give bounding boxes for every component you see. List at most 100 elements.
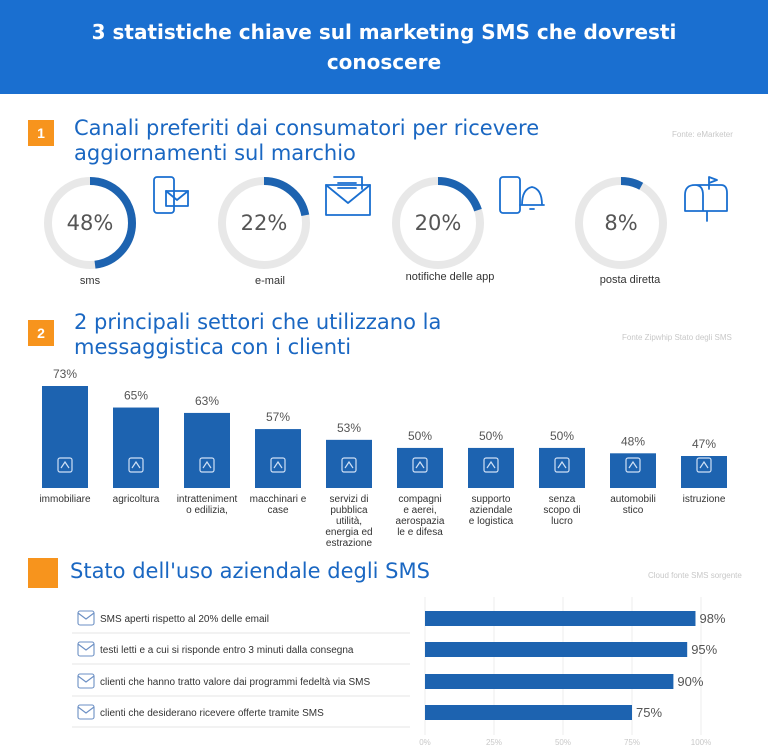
bar-category-label: pubblica — [330, 505, 368, 516]
donut-label: sms — [79, 275, 101, 287]
truck-icon — [483, 457, 499, 473]
bar-category-label: scopo di — [543, 505, 580, 516]
page-header: 3 statistiche chiave sul marketing SMS c… — [0, 0, 768, 94]
x-tick-label: 0% — [419, 738, 431, 747]
phone-bell-icon — [498, 175, 548, 228]
x-tick-label: 100% — [691, 738, 711, 747]
bar-category-label: servizi di — [330, 494, 369, 505]
donut-ring — [392, 177, 484, 269]
donut-value: 20% — [414, 211, 462, 235]
bar-value-label: 50% — [479, 429, 503, 443]
x-tick-label: 50% — [555, 738, 571, 747]
section-2-title-line1: 2 principali settori che utilizzano la — [74, 310, 442, 334]
coupon-icon — [77, 704, 95, 720]
heart-hands-icon — [554, 457, 570, 473]
section-1-title: Canali preferiti dai consumatori per ric… — [74, 116, 539, 166]
hbar-category-label: SMS aperti rispetto al 20% delle email — [100, 614, 269, 625]
donut-value: 22% — [240, 211, 288, 235]
bar — [610, 453, 656, 488]
bar-category-label: e aerei, — [403, 505, 436, 516]
bar-category-label: e logistica — [469, 516, 514, 527]
gift-icon — [77, 673, 95, 689]
donut-ring — [44, 177, 136, 269]
balloons-icon — [199, 457, 215, 473]
hbar-category-label: clienti che hanno tratto valore dai prog… — [100, 677, 370, 688]
section-1-number: 1 — [28, 120, 54, 146]
sms-envelope-icon — [77, 610, 95, 626]
bar-category-label: compagni — [398, 494, 441, 505]
stopwatch-icon — [77, 641, 95, 657]
section-3-source: Cloud fonte SMS sorgente — [648, 571, 742, 580]
donut-value: 48% — [66, 211, 114, 235]
section-3-number — [28, 558, 58, 588]
bar-category-label: supporto — [472, 494, 511, 505]
x-tick-label: 25% — [486, 738, 502, 747]
usage-bar-chart: 0% 25% 50% 75% 100% 98% SMS aperti rispetto al… — [72, 597, 726, 747]
bar-category-label: intratteniment — [177, 494, 238, 505]
bar-category-label: case — [267, 505, 289, 516]
hbar-value-label: 90% — [677, 674, 703, 689]
section-3-title: Stato dell'uso aziendale degli SMS — [70, 559, 430, 583]
bar-category-label: le e difesa — [397, 527, 443, 538]
bar-value-label: 53% — [337, 421, 361, 435]
section-2-title-line2: messaggistica con i clienti — [74, 335, 352, 359]
bar-value-label: 48% — [621, 434, 645, 448]
hbar — [425, 642, 688, 657]
donut-3: 20% — [388, 173, 488, 273]
donut-1: 48% — [40, 173, 140, 273]
donut-slice — [392, 177, 484, 269]
bar-category-label: aziendale — [470, 505, 513, 516]
donut-ring — [575, 177, 667, 269]
plug-icon — [341, 457, 357, 473]
section-1-source: Fonte: eMarketer — [672, 130, 733, 139]
sector-bar-chart: 73% immobiliare 65% agricoltura 63% intratten… — [39, 367, 727, 549]
donut-slice — [218, 177, 310, 269]
bar-category-label: energia ed — [325, 527, 372, 538]
section-1-title-line1: Canali preferiti dai consumatori per ric… — [74, 116, 540, 140]
x-tick-label: 75% — [624, 738, 640, 747]
airplane-icon — [412, 457, 428, 473]
page-title-line2: conoscere — [326, 50, 442, 74]
donut-slice — [44, 177, 136, 269]
bar-value-label: 73% — [53, 367, 77, 381]
section-2-number: 2 — [28, 320, 54, 346]
hbar — [425, 674, 674, 689]
bar-category-label: lucro — [551, 516, 573, 527]
bar-category-label: istruzione — [683, 494, 726, 505]
hbar-value-label: 75% — [636, 705, 662, 720]
bar-category-label: utilità, — [336, 516, 362, 527]
donut-ring — [218, 177, 310, 269]
bar-value-label: 50% — [550, 429, 574, 443]
section-2-title: 2 principali settori che utilizzano la m… — [74, 310, 441, 360]
hbar-value-label: 95% — [691, 642, 717, 657]
bar-value-label: 50% — [408, 429, 432, 443]
bar — [326, 439, 372, 488]
hbar — [425, 611, 696, 626]
bar-category-label: stico — [623, 505, 644, 516]
donut-label: notifiche delle app — [405, 271, 495, 283]
bar — [184, 412, 230, 488]
mobile-mail-icon — [150, 175, 200, 228]
hbar-value-label: 98% — [699, 611, 725, 626]
hbar-category-label: testi letti e a cui si risponde entro 3 … — [100, 645, 354, 656]
donut-2: 22% — [214, 173, 314, 273]
bar — [113, 407, 159, 488]
crane-icon — [270, 457, 286, 473]
bar — [42, 386, 88, 488]
car-icon — [625, 457, 641, 473]
hbar — [425, 705, 632, 720]
hbar-category-label: clienti che desiderano ricevere offerte … — [100, 708, 324, 719]
bar-category-label: macchinari e — [250, 494, 307, 505]
bar-category-label: agricoltura — [113, 494, 160, 505]
donut-4: 8% — [571, 173, 671, 273]
donut-slice — [575, 177, 667, 269]
bar-value-label: 47% — [692, 437, 716, 451]
section-1-title-line2: aggiornamenti sul marchio — [74, 141, 356, 165]
donut-label: e-mail — [255, 275, 285, 287]
bar-category-label: senza — [549, 494, 576, 505]
bar-category-label: immobiliare — [39, 494, 91, 505]
bar — [468, 447, 514, 488]
bar — [539, 447, 585, 488]
bar — [397, 447, 443, 488]
bar-category-label: estrazione — [326, 538, 373, 549]
